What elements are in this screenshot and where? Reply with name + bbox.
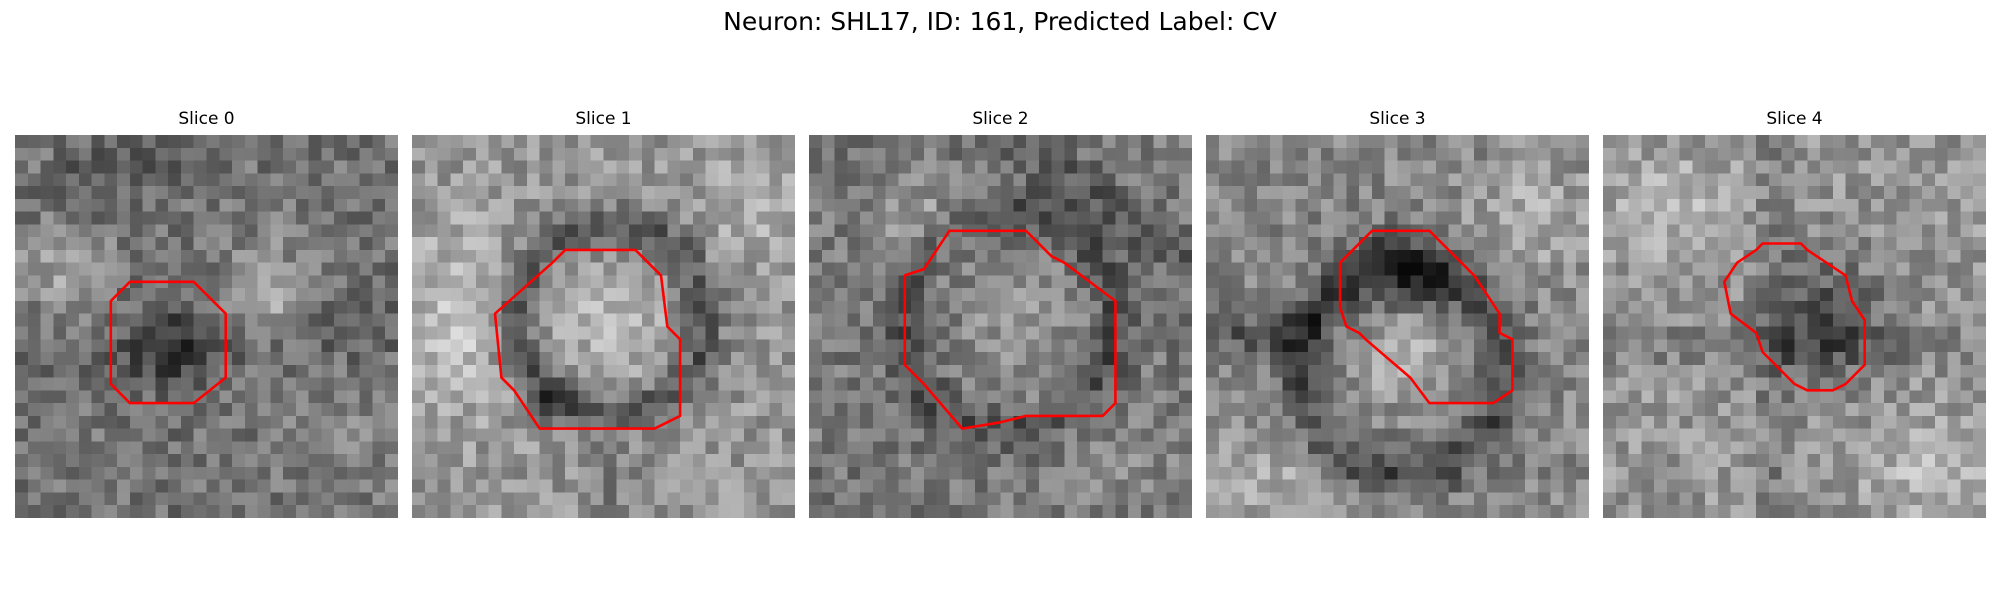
segmentation-contour-1 <box>493 248 682 430</box>
segmentation-contour-3 <box>1338 229 1514 405</box>
slice-image-3 <box>1206 135 1589 518</box>
slice-panel-4: Slice 4 <box>1603 108 1986 518</box>
slice-title-1: Slice 1 <box>575 109 632 129</box>
contour-line-0 <box>109 280 227 405</box>
segmentation-contour-2 <box>903 229 1117 430</box>
slice-image-0 <box>15 135 398 518</box>
slice-title-4: Slice 4 <box>1766 109 1823 129</box>
slice-title-2: Slice 2 <box>972 109 1029 129</box>
slice-panel-0: Slice 0 <box>15 108 398 518</box>
slice-panel-2: Slice 2 <box>809 108 1192 518</box>
slice-panel-3: Slice 3 <box>1206 108 1589 518</box>
contour-line-4 <box>1723 242 1867 392</box>
segmentation-contour-0 <box>109 280 227 405</box>
slice-title-0: Slice 0 <box>178 109 235 129</box>
slice-title-3: Slice 3 <box>1369 109 1426 129</box>
figure-title: Neuron: SHL17, ID: 161, Predicted Label:… <box>723 7 1277 36</box>
slice-panel-1: Slice 1 <box>412 108 795 518</box>
slice-image-2 <box>809 135 1192 518</box>
contour-line-1 <box>493 248 682 430</box>
contour-line-3 <box>1338 229 1514 405</box>
slice-image-4 <box>1603 135 1986 518</box>
contour-line-2 <box>903 229 1117 430</box>
slice-image-1 <box>412 135 795 518</box>
segmentation-contour-4 <box>1723 242 1867 392</box>
